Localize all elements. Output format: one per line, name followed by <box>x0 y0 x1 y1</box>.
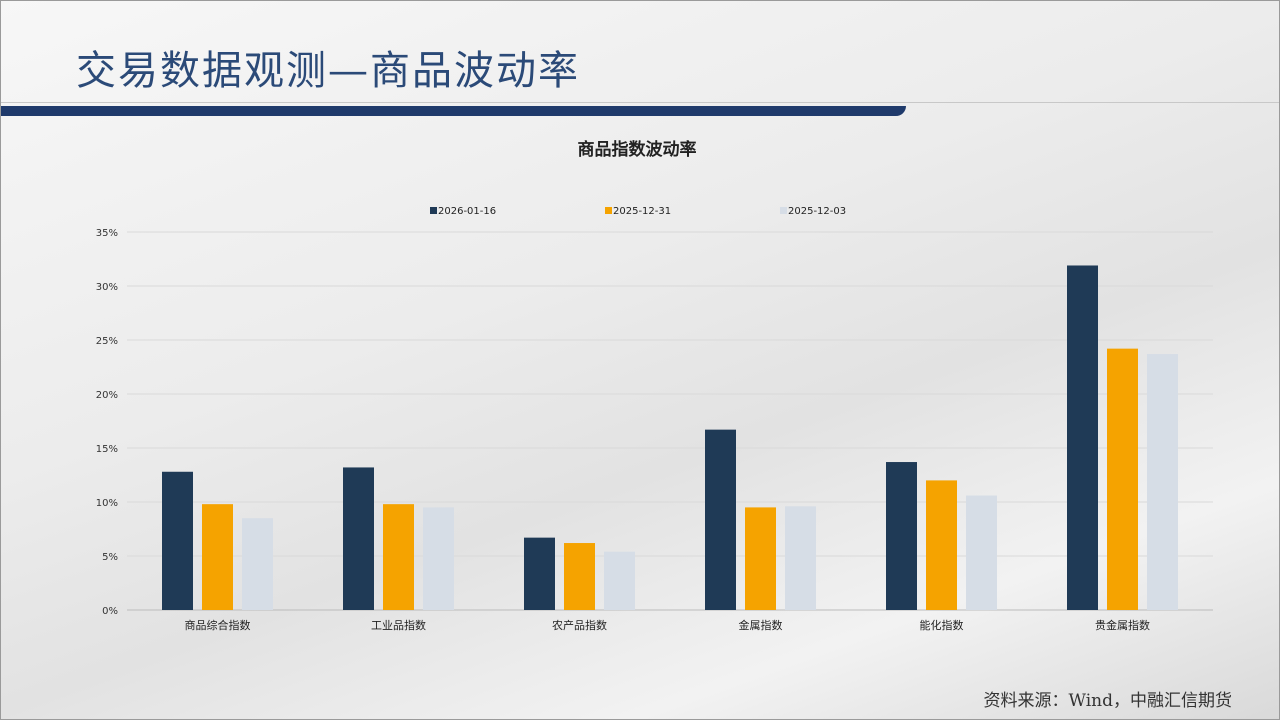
header-divider <box>0 102 1280 103</box>
legend-label: 2025-12-31 <box>613 206 671 217</box>
y-tick-label: 5% <box>102 552 118 563</box>
bar <box>604 551 635 610</box>
x-tick-label: 商品综合指数 <box>185 618 251 632</box>
x-tick-label: 贵金属指数 <box>1095 618 1150 632</box>
bar <box>343 467 374 610</box>
legend-swatch <box>605 207 612 214</box>
y-tick-label: 15% <box>96 444 118 455</box>
bar <box>705 429 736 610</box>
y-tick-label: 0% <box>102 606 118 617</box>
legend-label: 2026-01-16 <box>438 206 496 217</box>
page-title: 交易数据观测—商品波动率 <box>76 48 580 94</box>
bar <box>524 537 555 610</box>
y-tick-label: 10% <box>96 498 118 509</box>
y-tick-label: 35% <box>96 228 118 239</box>
header-bar <box>0 106 906 116</box>
bar <box>383 504 414 610</box>
bar <box>423 507 454 610</box>
bar <box>785 506 816 610</box>
bar <box>242 518 273 610</box>
bar <box>886 462 917 610</box>
bar <box>202 504 233 610</box>
y-tick-label: 25% <box>96 336 118 347</box>
y-tick-label: 30% <box>96 282 118 293</box>
bar <box>745 507 776 610</box>
x-tick-label: 工业品指数 <box>371 618 426 632</box>
x-tick-label: 农产品指数 <box>552 618 607 632</box>
bar <box>926 480 957 610</box>
chart-title: 商品指数波动率 <box>578 139 697 160</box>
legend-swatch <box>780 207 787 214</box>
bar <box>1107 348 1138 610</box>
source-note: 资料来源：Wind，中融汇信期货 <box>983 691 1232 711</box>
bar <box>564 543 595 610</box>
y-tick-label: 20% <box>96 390 118 401</box>
x-tick-label: 金属指数 <box>739 618 783 632</box>
legend-swatch <box>430 207 437 214</box>
legend-label: 2025-12-03 <box>788 206 846 217</box>
x-tick-label: 能化指数 <box>920 618 964 632</box>
bar <box>1147 354 1178 610</box>
bar <box>162 471 193 610</box>
bar <box>1067 265 1098 610</box>
bar <box>966 495 997 610</box>
